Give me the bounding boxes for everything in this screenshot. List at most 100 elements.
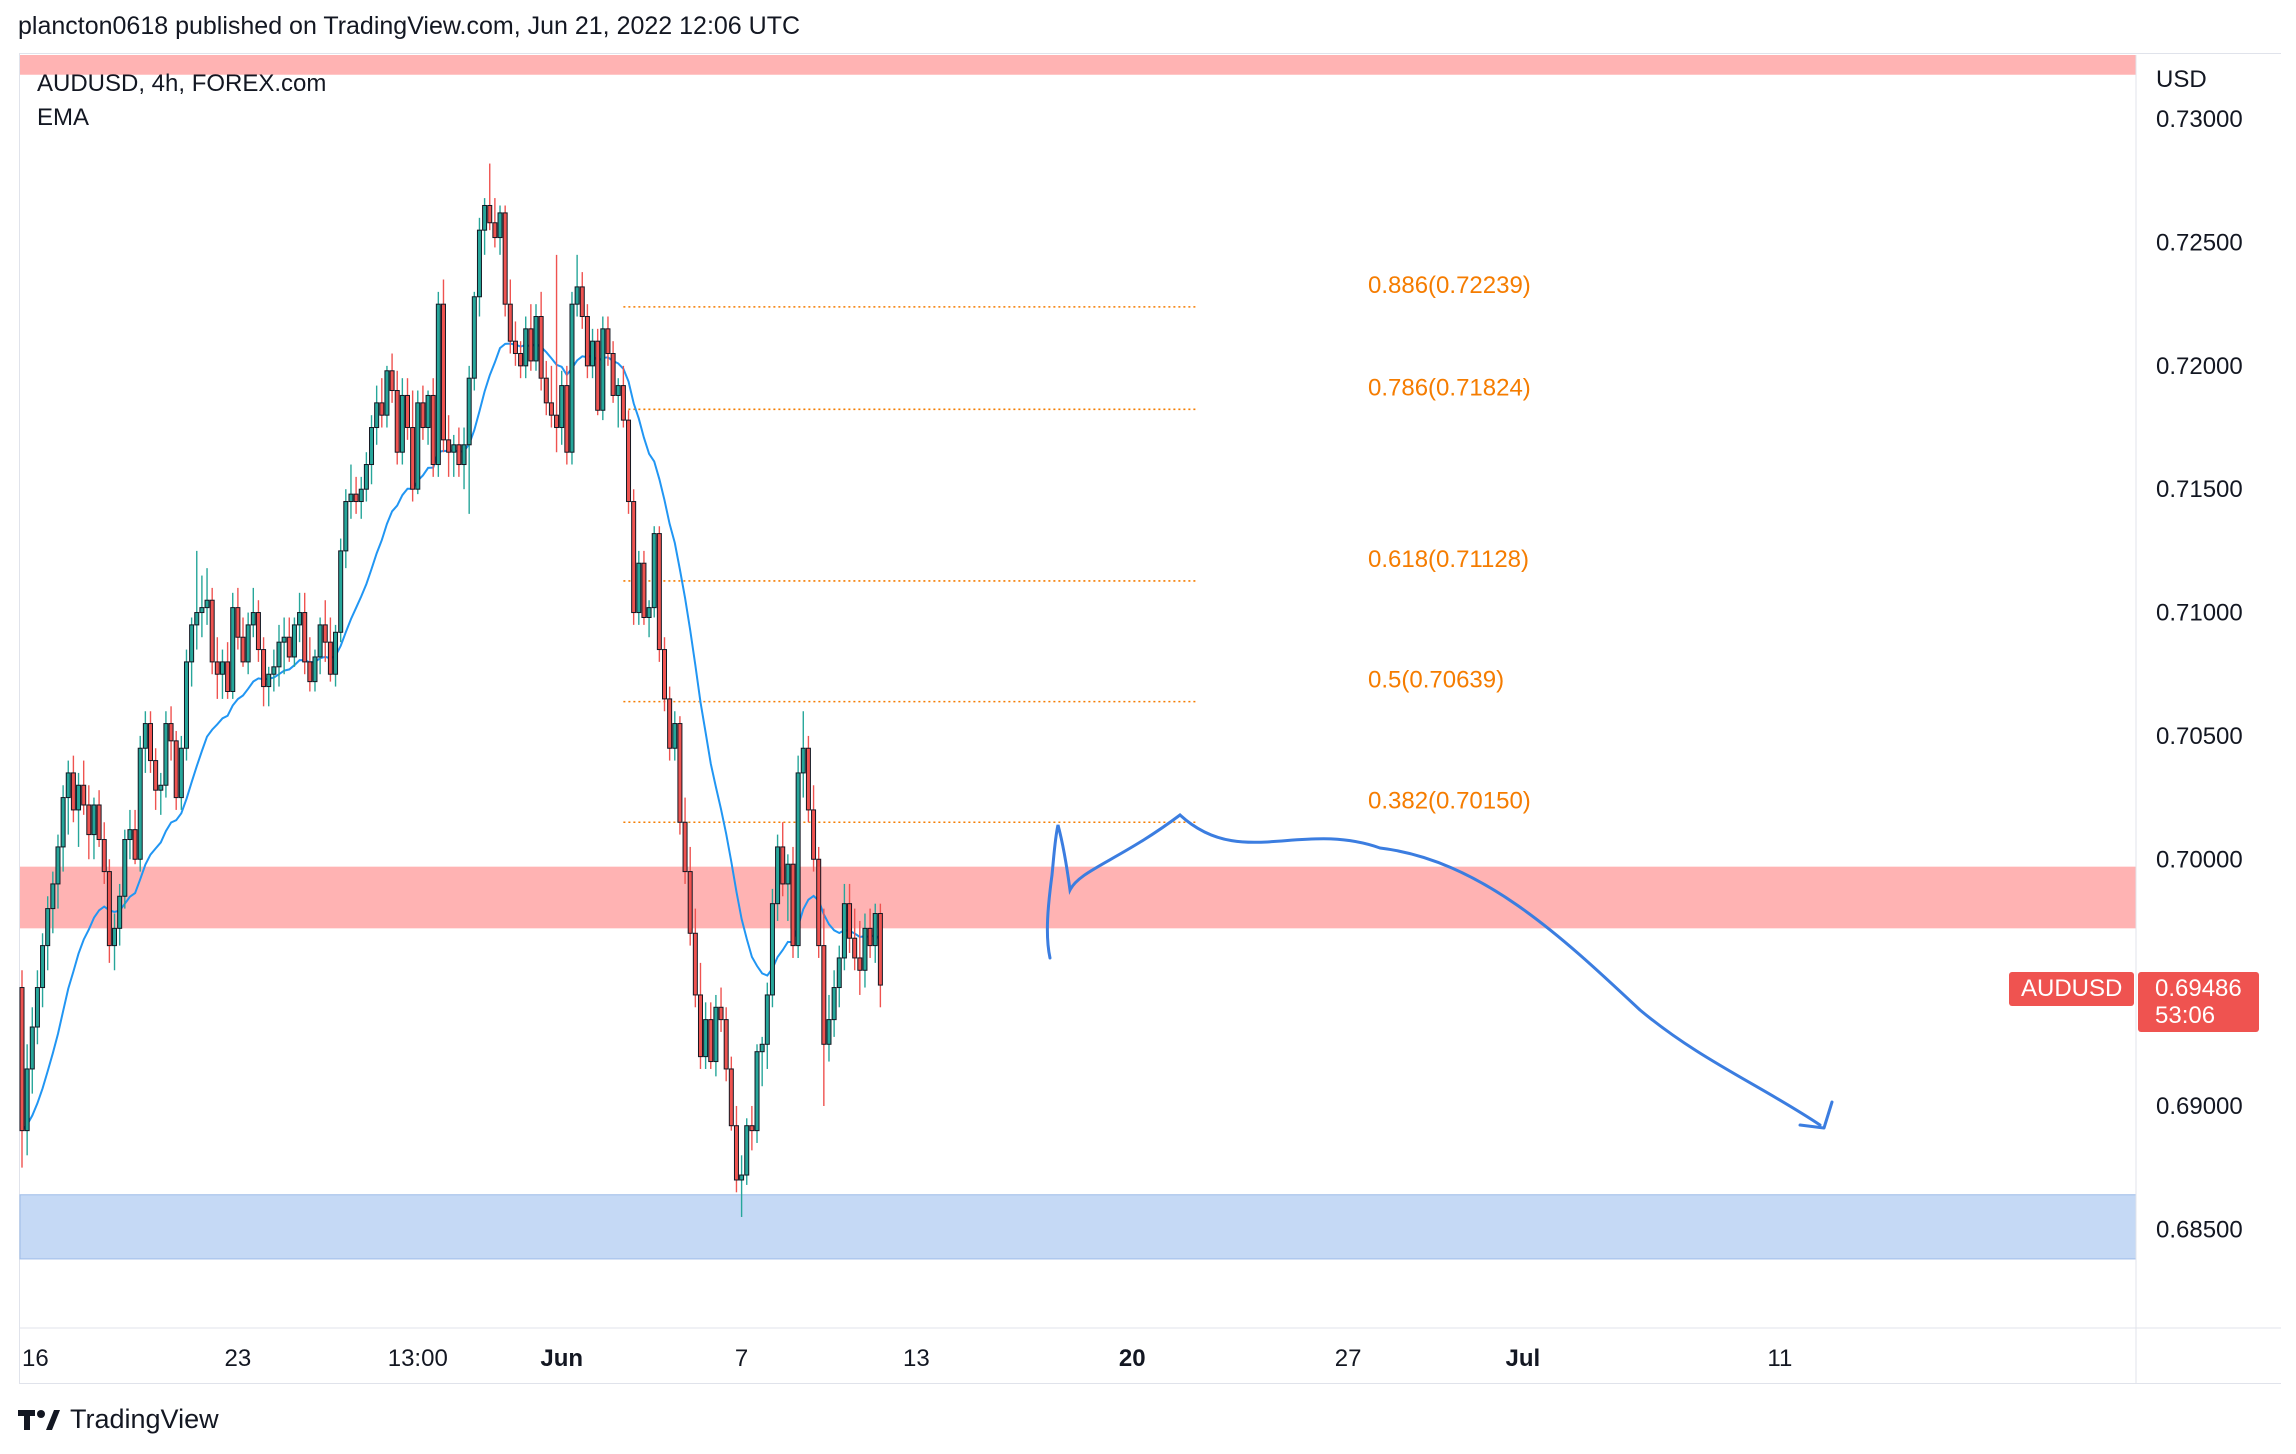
time-tick-8: Jul: [1506, 1345, 1541, 1372]
candle-14: [91, 797, 97, 860]
candle-144: [759, 1036, 765, 1087]
price-tick-1: 0.72500: [2156, 229, 2243, 256]
candle-34: [194, 550, 200, 650]
candle-114: [605, 316, 611, 366]
candle-53: [291, 617, 297, 667]
candle-body: [286, 636, 292, 658]
candle-body: [281, 636, 287, 643]
candle-body: [291, 624, 297, 658]
candle-112: [595, 328, 601, 416]
candle-39: [219, 649, 225, 699]
chart-pane[interactable]: [19, 53, 2281, 1384]
candle-body: [45, 908, 51, 947]
candle-74: [399, 378, 405, 465]
candle-body: [564, 385, 570, 453]
candle-body: [261, 649, 267, 688]
candle-78: [420, 385, 426, 440]
candle-47: [261, 637, 267, 707]
candle-110: [584, 304, 590, 379]
legend-indicator[interactable]: EMA: [37, 104, 90, 131]
candle-body: [384, 370, 390, 416]
candle-163: [857, 920, 863, 995]
candle-body: [518, 353, 524, 367]
ema-polyline: [21, 342, 882, 1132]
candle-body: [225, 661, 231, 692]
candle-143: [754, 1044, 760, 1143]
candle-body: [307, 661, 313, 683]
candle-body: [240, 636, 246, 663]
candle-130: [687, 846, 693, 946]
candle-115: [610, 341, 616, 403]
price-tick-8: 0.68500: [2156, 1216, 2243, 1243]
candle-body: [24, 1068, 30, 1132]
candle-body: [230, 607, 236, 693]
candle-body: [106, 871, 112, 947]
candle-59: [322, 600, 328, 662]
publish-caption: plancton0618 published on TradingView.co…: [18, 12, 801, 40]
legend-symbol[interactable]: AUDUSD, 4h, FOREX.com: [37, 70, 327, 97]
candle-20: [122, 829, 128, 909]
candle-body: [754, 1051, 760, 1132]
candle-86: [461, 427, 467, 490]
candle-body: [841, 903, 847, 959]
candle-60: [327, 617, 333, 682]
candle-38: [214, 637, 220, 699]
candle-118: [626, 410, 632, 514]
price-tick-6: 0.70000: [2156, 846, 2243, 873]
candle-64: [348, 464, 354, 519]
candle-body: [667, 698, 673, 749]
candle-body: [435, 303, 441, 466]
fib-label-2: 0.618(0.71128): [1368, 546, 1529, 573]
candle-body: [718, 1006, 724, 1021]
candle-body: [636, 562, 642, 614]
candle-body: [183, 661, 189, 749]
candle-body: [600, 328, 606, 411]
fib-label-3: 0.5(0.70639): [1368, 667, 1504, 694]
time-tick-3: Jun: [540, 1345, 583, 1372]
candle-30: [173, 730, 179, 810]
candle-body: [466, 377, 472, 446]
candle-body: [492, 222, 498, 239]
candle-body: [410, 427, 416, 490]
candle-166: [872, 903, 878, 963]
candle-body: [769, 903, 775, 996]
candle-167: [877, 903, 883, 1008]
candle-body: [40, 945, 46, 989]
candle-160: [841, 883, 847, 971]
candle-body: [327, 641, 333, 675]
candle-43: [240, 617, 246, 667]
candle-87: [466, 365, 472, 514]
candle-162: [852, 908, 858, 971]
candle-90: [482, 198, 488, 255]
candle-body: [50, 883, 56, 910]
candle-body: [656, 533, 662, 651]
candle-body: [91, 804, 97, 836]
candle-96: [512, 321, 518, 366]
candle-body: [363, 464, 369, 490]
candle-48: [266, 666, 272, 707]
candle-141: [744, 1118, 750, 1185]
candle-95: [507, 279, 513, 354]
fibonacci-levels: 0.886(0.72239) 0.786(0.71824) 0.618(0.7112…: [623, 272, 1531, 824]
candle-body: [595, 340, 601, 411]
candle-147: [775, 834, 781, 921]
candle-body: [764, 994, 770, 1045]
candle-29: [168, 706, 174, 761]
footer-brand-text: TradingView: [70, 1404, 219, 1434]
candle-152: [800, 711, 806, 798]
axis-currency-label[interactable]: USD: [2156, 66, 2207, 93]
candle-body: [148, 723, 153, 762]
price-tick-3: 0.71500: [2156, 476, 2243, 503]
candle-45: [250, 587, 256, 638]
candle-102: [543, 360, 549, 416]
candle-101: [538, 291, 544, 391]
footer-logo[interactable]: TradingView: [18, 1404, 219, 1435]
candle-body: [877, 913, 883, 986]
candle-138: [728, 1056, 734, 1131]
candle-85: [456, 427, 462, 477]
candle-body: [389, 370, 395, 392]
projection-arrowhead: [1798, 1100, 1834, 1130]
candle-body: [127, 829, 133, 841]
candle-154: [811, 785, 817, 872]
